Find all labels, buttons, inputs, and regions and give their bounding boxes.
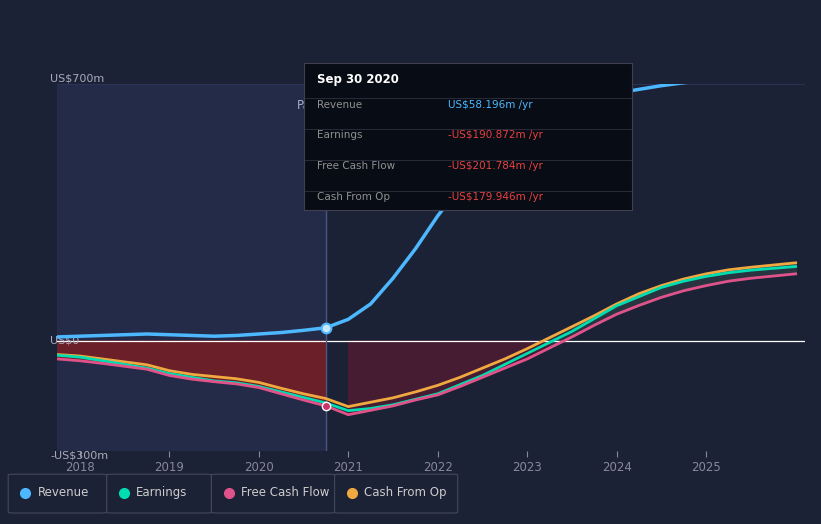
Text: Past: Past — [297, 99, 321, 112]
Text: Earnings: Earnings — [136, 486, 188, 499]
Text: Sep 30 2020: Sep 30 2020 — [317, 73, 399, 86]
Text: Revenue: Revenue — [38, 486, 89, 499]
Text: -US$179.946m /yr: -US$179.946m /yr — [448, 192, 544, 202]
Text: Cash From Op: Cash From Op — [317, 192, 390, 202]
FancyBboxPatch shape — [8, 474, 107, 513]
Text: Free Cash Flow: Free Cash Flow — [241, 486, 329, 499]
Text: Revenue: Revenue — [317, 100, 362, 110]
FancyBboxPatch shape — [335, 474, 458, 513]
Bar — [57, 84, 326, 451]
Text: US$0: US$0 — [50, 335, 80, 346]
Text: Earnings: Earnings — [317, 130, 362, 140]
Text: US$700m: US$700m — [50, 74, 104, 84]
Text: -US$190.872m /yr: -US$190.872m /yr — [448, 130, 544, 140]
Text: Analysts Forecasts: Analysts Forecasts — [330, 99, 440, 112]
Text: -US$201.784m /yr: -US$201.784m /yr — [448, 161, 544, 171]
Text: US$58.196m /yr: US$58.196m /yr — [448, 100, 533, 110]
Text: Cash From Op: Cash From Op — [365, 486, 447, 499]
Text: Free Cash Flow: Free Cash Flow — [317, 161, 395, 171]
FancyBboxPatch shape — [212, 474, 335, 513]
FancyBboxPatch shape — [107, 474, 212, 513]
Text: -US$300m: -US$300m — [50, 451, 108, 461]
